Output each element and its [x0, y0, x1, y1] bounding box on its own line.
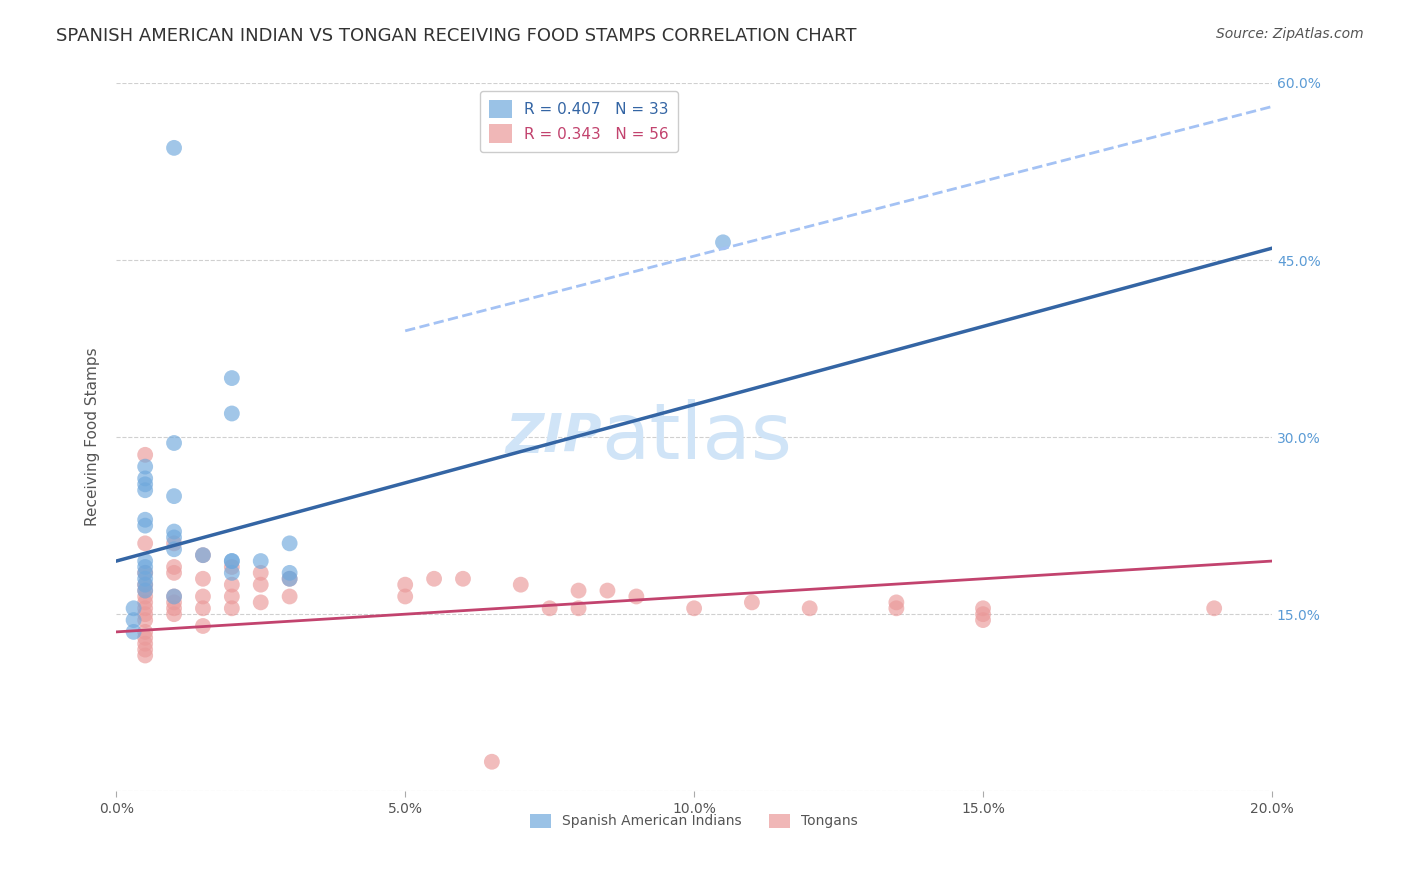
Point: [134, 536, 156, 550]
Point: [191, 619, 214, 633]
Legend: Spanish American Indians, Tongans: Spanish American Indians, Tongans: [524, 808, 863, 834]
Point: [191, 572, 214, 586]
Point: [221, 554, 243, 568]
Point: [191, 548, 214, 562]
Point: [221, 577, 243, 591]
Point: [886, 595, 908, 609]
Point: [134, 595, 156, 609]
Point: [221, 554, 243, 568]
Point: [134, 566, 156, 580]
Point: [134, 572, 156, 586]
Point: [134, 448, 156, 462]
Point: [163, 590, 186, 604]
Point: [221, 407, 243, 421]
Point: [249, 566, 271, 580]
Point: [134, 577, 156, 591]
Point: [134, 518, 156, 533]
Point: [163, 566, 186, 580]
Text: atlas: atlas: [602, 399, 793, 475]
Y-axis label: Receiving Food Stamps: Receiving Food Stamps: [86, 348, 100, 526]
Point: [221, 560, 243, 574]
Point: [799, 601, 821, 615]
Text: SPANISH AMERICAN INDIAN VS TONGAN RECEIVING FOOD STAMPS CORRELATION CHART: SPANISH AMERICAN INDIAN VS TONGAN RECEIV…: [56, 27, 856, 45]
Point: [163, 595, 186, 609]
Point: [163, 524, 186, 539]
Point: [1204, 601, 1226, 615]
Point: [191, 548, 214, 562]
Point: [134, 477, 156, 491]
Point: [163, 536, 186, 550]
Point: [249, 595, 271, 609]
Point: [122, 613, 145, 627]
Point: [221, 566, 243, 580]
Point: [626, 590, 648, 604]
Point: [451, 572, 474, 586]
Point: [134, 601, 156, 615]
Point: [134, 483, 156, 498]
Point: [122, 601, 145, 615]
Point: [538, 601, 561, 615]
Point: [163, 542, 186, 557]
Point: [134, 637, 156, 651]
Point: [134, 613, 156, 627]
Point: [134, 642, 156, 657]
Point: [249, 577, 271, 591]
Point: [191, 590, 214, 604]
Point: [567, 583, 589, 598]
Point: [711, 235, 734, 250]
Point: [163, 436, 186, 450]
Point: [163, 560, 186, 574]
Point: [278, 572, 301, 586]
Point: [596, 583, 619, 598]
Text: Source: ZipAtlas.com: Source: ZipAtlas.com: [1216, 27, 1364, 41]
Point: [134, 566, 156, 580]
Point: [423, 572, 446, 586]
Point: [163, 590, 186, 604]
Point: [567, 601, 589, 615]
Point: [191, 601, 214, 615]
Point: [134, 554, 156, 568]
Point: [509, 577, 531, 591]
Point: [134, 471, 156, 485]
Point: [972, 613, 994, 627]
Point: [972, 607, 994, 622]
Point: [394, 590, 416, 604]
Point: [134, 513, 156, 527]
Text: ZIP: ZIP: [505, 411, 602, 463]
Point: [134, 631, 156, 645]
Point: [163, 141, 186, 155]
Point: [134, 607, 156, 622]
Point: [278, 566, 301, 580]
Point: [134, 459, 156, 474]
Point: [134, 624, 156, 639]
Point: [221, 601, 243, 615]
Point: [134, 583, 156, 598]
Point: [163, 607, 186, 622]
Point: [221, 590, 243, 604]
Point: [481, 755, 503, 769]
Point: [249, 554, 271, 568]
Point: [134, 648, 156, 663]
Point: [278, 572, 301, 586]
Point: [278, 590, 301, 604]
Point: [741, 595, 763, 609]
Point: [163, 601, 186, 615]
Point: [972, 601, 994, 615]
Point: [163, 489, 186, 503]
Point: [134, 583, 156, 598]
Point: [122, 624, 145, 639]
Point: [886, 601, 908, 615]
Point: [683, 601, 706, 615]
Point: [134, 560, 156, 574]
Point: [163, 531, 186, 545]
Point: [278, 536, 301, 550]
Point: [134, 590, 156, 604]
Point: [394, 577, 416, 591]
Point: [134, 577, 156, 591]
Point: [221, 371, 243, 385]
